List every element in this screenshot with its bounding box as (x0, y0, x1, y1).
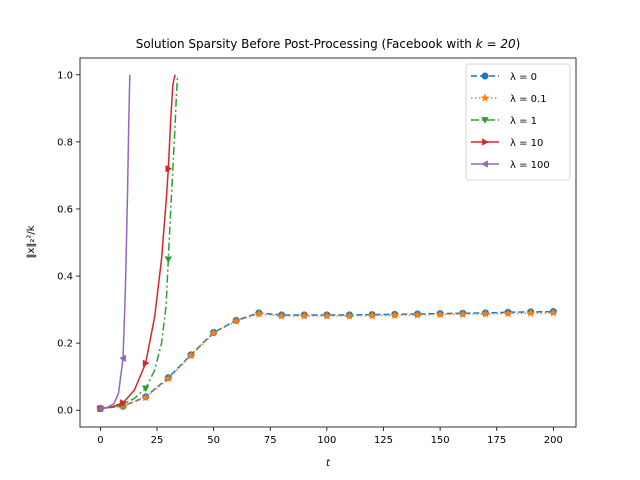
x-axis-label: t (326, 458, 331, 469)
legend-label: λ = 10 (510, 138, 543, 149)
x-tick-label: 200 (544, 435, 563, 446)
plot-area (79, 57, 577, 428)
data-point-marker (503, 308, 513, 318)
data-point-marker (482, 138, 489, 146)
series-line (100, 312, 554, 410)
data-point-marker (480, 93, 490, 102)
data-point-marker (367, 310, 377, 320)
x-tick-label: 100 (317, 435, 336, 446)
legend-entry: λ = 0.1 (471, 93, 547, 105)
data-point-marker (548, 308, 558, 317)
data-point-marker (165, 164, 173, 173)
y-tick-label: 0.6 (57, 204, 73, 215)
data-point-marker (186, 350, 196, 360)
x-tick-label: 25 (151, 435, 164, 446)
data-point-marker (120, 399, 127, 407)
data-point-marker (164, 256, 173, 264)
y-tick-label: 0.2 (57, 339, 73, 350)
data-point-marker (299, 311, 309, 320)
data-point-marker (435, 309, 445, 319)
x-axis: 0 25 50 75 100 125 150 175 200 (97, 427, 563, 446)
x-tick-label: 175 (487, 435, 506, 446)
legend-entry: λ = 10 (471, 138, 543, 149)
data-point-marker (142, 359, 150, 367)
legend-label: λ = 1 (510, 116, 537, 127)
legend-label: λ = 0.1 (510, 94, 547, 105)
data-point-marker (141, 392, 151, 402)
data-point-marker (390, 310, 400, 320)
data-point-marker (231, 316, 241, 325)
data-point-marker (276, 311, 287, 320)
data-point-marker (163, 373, 173, 383)
legend-frame (465, 63, 571, 181)
data-point-marker (412, 310, 423, 319)
data-point-marker (481, 160, 488, 168)
legend-entry: λ = 100 (471, 160, 550, 171)
data-point-marker (481, 72, 489, 80)
x-tick-label: 0 (97, 435, 103, 446)
legend-label: λ = 0 (510, 72, 537, 83)
series-line (100, 310, 554, 410)
series-line (100, 78, 179, 410)
y-tick-label: 0.0 (57, 406, 73, 417)
data-point-marker (141, 385, 150, 393)
axes-frame (79, 57, 577, 428)
data-point-marker (480, 309, 491, 318)
legend-label: λ = 100 (510, 160, 550, 171)
data-point-marker (208, 328, 219, 338)
y-axis: 0.0 0.2 0.4 0.6 0.8 1.0 (57, 70, 80, 417)
x-tick-label: 125 (374, 435, 393, 446)
x-tick-label: 50 (207, 435, 220, 446)
data-point-marker (322, 311, 332, 320)
x-tick-label: 150 (431, 435, 450, 446)
y-tick-label: 0.4 (57, 272, 73, 283)
legend: λ = 0 λ = 0.1 λ = 1 λ = 10 λ = 100 (465, 63, 571, 181)
y-tick-label: 1.0 (57, 70, 73, 81)
series-4 (96, 74, 131, 413)
data-point-marker (458, 309, 468, 319)
legend-entry: λ = 1 (471, 116, 537, 127)
data-point-marker (119, 354, 126, 362)
legend-entry: λ = 0 (471, 72, 537, 83)
data-point-marker (344, 311, 355, 320)
x-tick-label: 75 (264, 435, 277, 446)
data-point-marker (254, 309, 264, 318)
chart-title: Solution Sparsity Before Post-Processing… (136, 37, 521, 51)
y-tick-label: 0.8 (57, 137, 73, 148)
data-point-marker (481, 117, 489, 124)
y-axis-label: ‖x‖₂²/k (26, 225, 37, 258)
series-layer (95, 74, 558, 413)
data-point-marker (96, 404, 104, 413)
data-point-marker (526, 308, 536, 318)
